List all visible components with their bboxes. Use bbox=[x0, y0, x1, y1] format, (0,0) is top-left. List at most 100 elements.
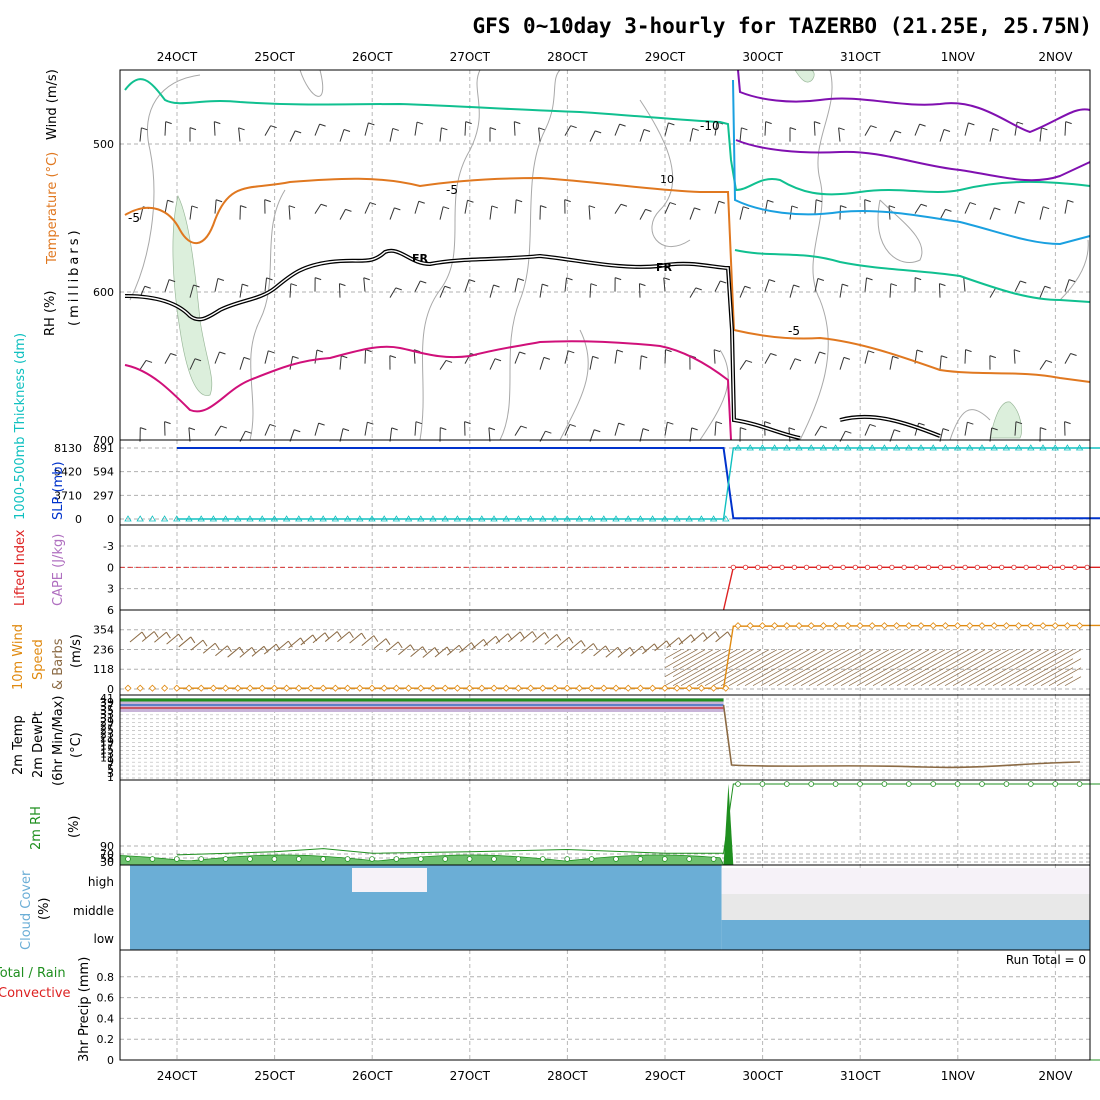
wind-barb-dense bbox=[952, 676, 970, 686]
rh2m-marker bbox=[125, 856, 131, 862]
wind-barb-dense bbox=[736, 667, 754, 677]
wind-barb-flag bbox=[694, 207, 701, 211]
wind-barb-flag bbox=[720, 280, 727, 284]
rh2m-spike bbox=[723, 784, 734, 865]
lifted-marker bbox=[1011, 564, 1017, 570]
wind-barb-flag bbox=[594, 130, 602, 134]
cloud-high-later bbox=[721, 868, 1090, 894]
wind-barb-flag bbox=[385, 638, 391, 645]
wind-barb-flag bbox=[919, 123, 926, 127]
temp2m-tick-label: 7 bbox=[107, 759, 114, 772]
wind-barb-flag bbox=[620, 203, 628, 207]
thickness-marker bbox=[917, 444, 925, 451]
wind-barb bbox=[364, 202, 371, 214]
wind-barb bbox=[439, 286, 446, 298]
wind-barb-dense bbox=[920, 649, 938, 659]
wind-speed-marker bbox=[758, 622, 766, 630]
wind-barb-dense bbox=[1040, 649, 1058, 659]
wind-barb-dense bbox=[792, 676, 810, 686]
wind-barb-flag bbox=[191, 205, 198, 209]
wind-barb-dense bbox=[936, 667, 954, 677]
wind-barb bbox=[939, 209, 946, 220]
lifted-marker bbox=[913, 564, 919, 570]
thickness-marker bbox=[221, 515, 230, 522]
wind-barb-dense bbox=[792, 649, 810, 659]
wind-barb bbox=[989, 427, 993, 442]
thickness-marker bbox=[929, 444, 937, 451]
wind-barb bbox=[488, 427, 491, 442]
wind-barb-dense bbox=[728, 658, 746, 668]
thickness-marker bbox=[661, 515, 669, 522]
wind-barb-dense bbox=[1056, 658, 1074, 668]
wind-barb-flag bbox=[543, 356, 551, 360]
wind-barb bbox=[678, 634, 692, 646]
slp-line bbox=[177, 447, 1100, 520]
thickness-marker bbox=[331, 515, 340, 522]
wind-barb-flag bbox=[942, 428, 950, 432]
wind-barb-flag bbox=[1044, 285, 1051, 289]
wind-barb-dense bbox=[696, 667, 714, 677]
wind-barb bbox=[715, 631, 728, 643]
slp-tick-label: 297 bbox=[93, 489, 114, 502]
wind-barb-flag bbox=[641, 355, 648, 359]
wind-speed-marker bbox=[575, 684, 583, 692]
top-date-axis: 24OCT 25OCT 26OCT 27OCT 28OCT 29OCT 30OCT 31OCT… bbox=[157, 50, 1073, 64]
wind-barb-flag bbox=[770, 353, 777, 357]
rh-contour bbox=[499, 69, 561, 441]
rh-patch bbox=[794, 69, 815, 83]
lifted-marker bbox=[816, 564, 822, 570]
wind-barb-flag bbox=[219, 351, 226, 355]
wind-barb-dense bbox=[776, 658, 794, 668]
wind-barb bbox=[178, 636, 192, 648]
wind-barb bbox=[813, 121, 816, 136]
wind-barb-flag bbox=[568, 636, 574, 644]
wind-barb-dense bbox=[752, 658, 770, 668]
wind-barb-dense bbox=[888, 649, 906, 659]
wind-barb-flag bbox=[397, 641, 403, 649]
wind-speed-marker bbox=[551, 684, 559, 692]
wind-barb-flag bbox=[740, 427, 747, 431]
wind-barb bbox=[389, 427, 393, 442]
wind-barb-dense bbox=[696, 649, 714, 659]
thickness-marker bbox=[539, 515, 547, 522]
top-date-tick: 25OCT bbox=[254, 50, 295, 64]
wind-barb bbox=[964, 202, 971, 214]
wind-barb bbox=[564, 350, 569, 364]
wind-barb-dense bbox=[832, 667, 850, 677]
wind-barb-flag bbox=[542, 283, 549, 287]
thickness-marker bbox=[234, 515, 242, 522]
lifted-marker bbox=[1060, 564, 1066, 570]
temp-blue-line bbox=[732, 79, 1091, 246]
wind-barb bbox=[889, 283, 892, 298]
wind-barb-dense bbox=[680, 658, 698, 668]
wind-barb-dense bbox=[712, 658, 730, 668]
temp2m-label: 2m Temp bbox=[11, 715, 26, 775]
wind-barb-flag bbox=[416, 121, 424, 125]
wind-barb bbox=[189, 358, 196, 370]
wind-barb bbox=[434, 646, 448, 658]
rh2m-marker bbox=[954, 781, 961, 787]
wind-barb bbox=[364, 422, 368, 436]
rh-contour bbox=[419, 69, 481, 441]
wind-barb-flag bbox=[820, 425, 828, 429]
wind-barb bbox=[389, 287, 397, 298]
upper-air-labels: Wind (m/s) Temperature (°C) RH (%) (mill… bbox=[43, 69, 82, 336]
wind-barb-flag bbox=[866, 277, 873, 281]
wind-barb-flag bbox=[768, 279, 776, 283]
wind-speed-marker bbox=[673, 684, 681, 692]
rh-contour bbox=[799, 69, 833, 441]
wind-barb-flag bbox=[226, 645, 232, 652]
temp-green-lower bbox=[734, 249, 1091, 303]
wind-barb-flag bbox=[695, 287, 702, 291]
wind-barb bbox=[154, 631, 167, 643]
panels: 50060070010-10-5-5-5FRFR0029737105945420… bbox=[54, 69, 1100, 1067]
wind-barb-dense bbox=[880, 658, 898, 668]
wind-barb bbox=[214, 351, 220, 364]
wind-barb-flag bbox=[242, 283, 249, 287]
wind-barb-dense bbox=[728, 667, 746, 677]
rh-contour bbox=[639, 99, 691, 247]
thickness-marker bbox=[148, 515, 157, 522]
wind-barb-flag bbox=[570, 125, 577, 129]
wind-barb-flag bbox=[165, 121, 172, 125]
wind-barb-dense bbox=[968, 676, 986, 686]
